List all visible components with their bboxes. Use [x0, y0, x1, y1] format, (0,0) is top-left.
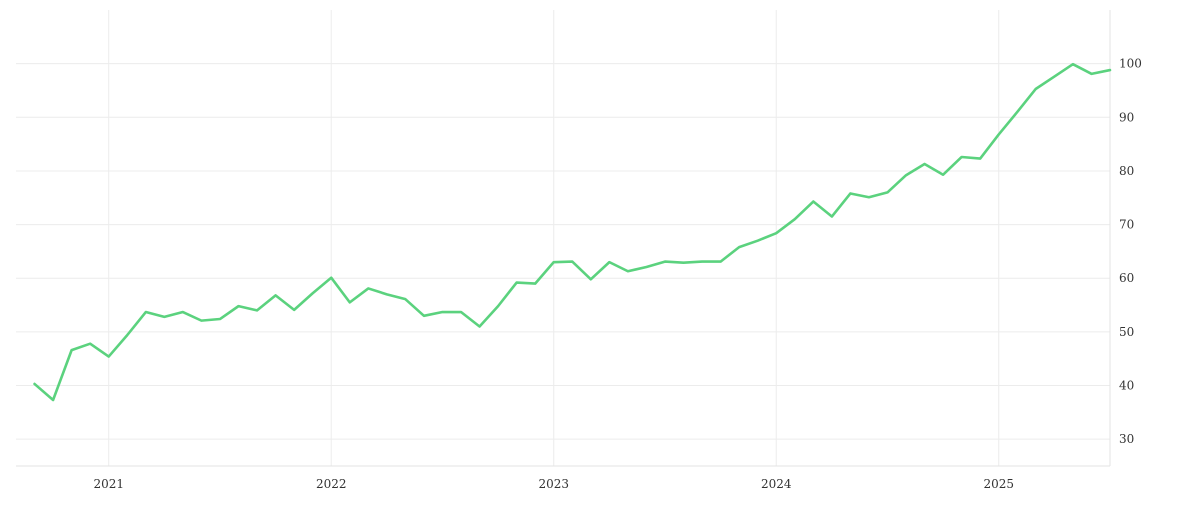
series-layer — [33, 62, 1112, 402]
series-line — [33, 62, 1112, 402]
y-tick-label: 80 — [1119, 164, 1134, 178]
y-tick-label: 90 — [1119, 110, 1134, 124]
x-tick-label: 2021 — [93, 477, 124, 491]
axis-layer — [16, 10, 1111, 467]
grid-layer — [16, 10, 1110, 466]
x-tick-label: 2025 — [983, 477, 1014, 491]
y-tick-label: 100 — [1119, 57, 1142, 71]
x-tick-label: 2023 — [538, 477, 569, 491]
x-tick-label: 2024 — [761, 477, 792, 491]
y-tick-label: 50 — [1119, 325, 1134, 339]
y-tick-label: 60 — [1119, 271, 1134, 285]
x-tick-label: 2022 — [316, 477, 347, 491]
y-tick-label: 30 — [1119, 432, 1134, 446]
y-tick-label: 70 — [1119, 218, 1134, 232]
y-tick-label: 40 — [1119, 379, 1134, 393]
tick-label-layer: 30 40 50 60 70 80 90 100 2021 2022 2023 2024 2025 — [93, 57, 1141, 491]
